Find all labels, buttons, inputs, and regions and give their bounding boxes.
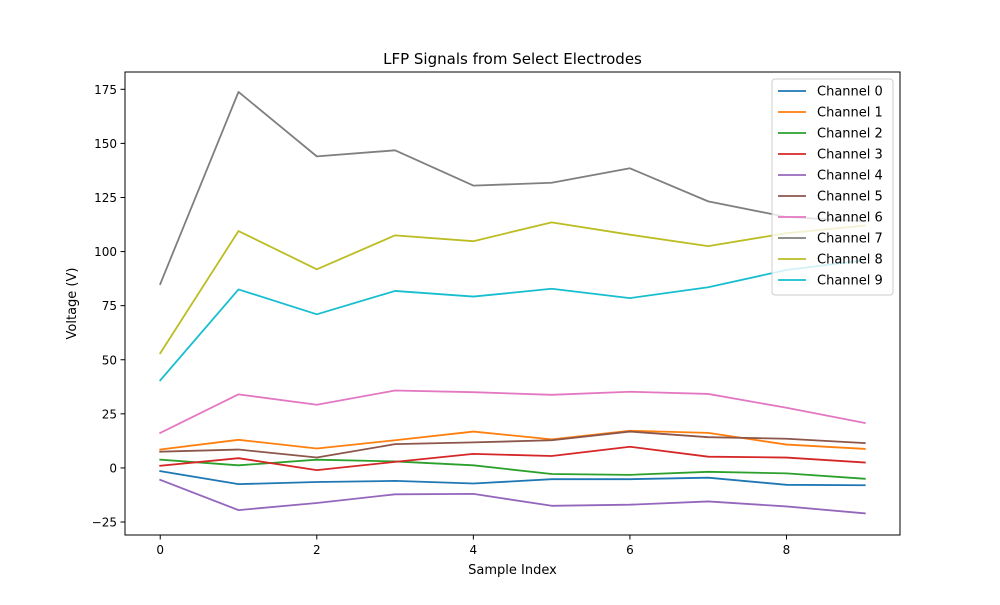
y-tick-label: −25 [92,516,117,530]
x-axis-label: Sample Index [468,563,557,578]
series-line-channel-4 [159,478,866,515]
x-tick-label: 8 [783,543,791,557]
series-line-channel-2 [159,458,866,480]
series-line-channel-5 [159,430,866,459]
x-tick-label: 6 [626,543,634,557]
legend-label-channel-2: Channel 2 [817,127,883,142]
series-line-channel-8 [158,221,866,355]
chart-title: LFP Signals from Select Electrodes [383,50,642,68]
legend-label-channel-3: Channel 3 [817,148,883,163]
legend-label-channel-4: Channel 4 [817,169,883,184]
legend-label-channel-9: Channel 9 [817,274,883,289]
y-axis-ticks: −25 0 25 50 75 100 125 150 175 [92,83,125,530]
legend-label-channel-6: Channel 6 [817,211,883,226]
series-line-channel-6 [159,389,866,435]
y-tick-label: 0 [109,461,117,475]
x-axis-ticks: 0 2 4 6 8 [156,535,790,557]
y-tick-label: 100 [94,245,117,259]
legend-label-channel-0: Channel 0 [817,85,883,100]
y-tick-label: 175 [94,83,117,97]
y-tick-label: 25 [102,407,117,421]
x-tick-label: 2 [313,543,321,557]
x-tick-label: 4 [470,543,478,557]
y-tick-label: 50 [102,353,117,367]
legend-label-channel-1: Channel 1 [817,106,883,121]
x-tick-label: 0 [156,543,164,557]
series-line-channel-7 [159,91,866,286]
y-tick-label: 75 [102,299,117,313]
plot-frame [124,71,901,536]
legend: Channel 0 Channel 1 Channel 2 Channel 3 Chan… [771,78,894,296]
y-tick-label: 125 [94,191,117,205]
series-line-channel-3 [159,445,866,471]
legend-label-channel-7: Channel 7 [817,232,883,247]
series-line-channel-0 [159,470,866,487]
y-axis-label: Voltage (V) [65,268,80,340]
legend-label-channel-5: Channel 5 [817,190,883,205]
series-lines [158,91,866,515]
legend-label-channel-8: Channel 8 [817,253,883,268]
series-line-channel-9 [158,259,866,382]
y-tick-label: 150 [94,137,117,151]
